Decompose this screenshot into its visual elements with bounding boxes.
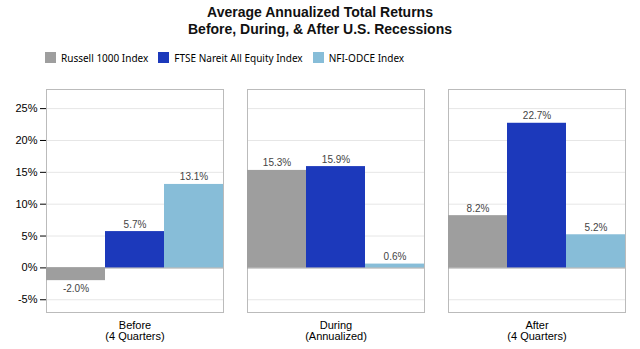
svg-text:-2.0%: -2.0% <box>63 283 89 294</box>
html-text:Russell 1000 Index: Russell 1000 Index <box>61 50 149 65</box>
svg-text:25%: 25% <box>15 102 37 114</box>
svg-text:22.7%: 22.7% <box>523 110 551 121</box>
svg-text:5.2%: 5.2% <box>585 222 608 233</box>
svg-text:13.1%: 13.1% <box>180 171 208 182</box>
svg-text:15.9%: 15.9% <box>322 154 350 165</box>
svg-text:5%: 5% <box>22 230 38 242</box>
svg-text:10%: 10% <box>15 198 37 210</box>
svg-text:20%: 20% <box>15 134 37 146</box>
svg-text:15%: 15% <box>15 166 37 178</box>
svg-text:0.6%: 0.6% <box>384 251 407 262</box>
svg-text:Before(4 Quarters): Before(4 Quarters) <box>105 319 164 342</box>
svg-text:5.7%: 5.7% <box>124 219 147 230</box>
html-text:FTSE Nareit All Equity Index: FTSE Nareit All Equity Index <box>174 50 303 65</box>
html-text:NFI-ODCE Index: NFI-ODCE Index <box>328 50 405 65</box>
svg-text:During(Annualized): During(Annualized) <box>305 319 367 342</box>
svg-text:0%: 0% <box>22 261 38 273</box>
svg-text:15.3%: 15.3% <box>263 157 291 168</box>
svg-text:-5%: -5% <box>18 293 38 305</box>
html-text:Average Annualized Total Retur: Average Annualized Total Returns Before,… <box>188 4 452 37</box>
svg-text:After(4 Quarters): After(4 Quarters) <box>507 319 566 342</box>
svg-text:8.2%: 8.2% <box>467 203 490 214</box>
